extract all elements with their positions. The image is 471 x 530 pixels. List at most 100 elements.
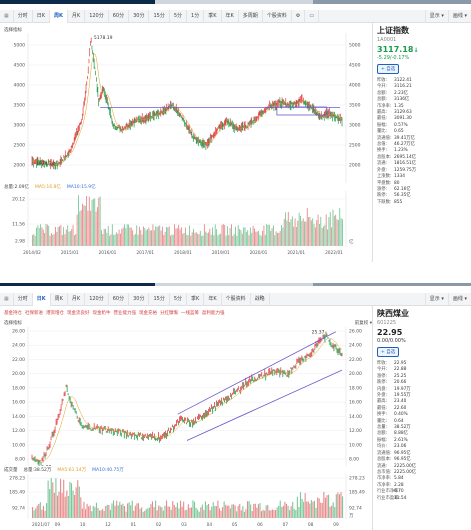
volume-bar: [337, 492, 339, 518]
volume-bar: [61, 492, 63, 518]
volume-bar: [126, 224, 128, 246]
display-dropdown[interactable]: 显示 ▾: [424, 9, 448, 23]
volume-bar: [310, 500, 312, 518]
volume-bar: [334, 507, 336, 518]
period-tab[interactable]: 季K: [204, 9, 222, 23]
volume-bar: [114, 505, 116, 518]
indicator-tag[interactable]: 港资增仓: [46, 311, 64, 316]
volume-bar: [38, 504, 40, 518]
period-tab[interactable]: 15分: [149, 9, 170, 23]
period-tab[interactable]: 年K: [222, 9, 239, 23]
stat-row: 最低: 3091.30: [377, 116, 467, 122]
period-tab[interactable]: 战略: [251, 292, 270, 306]
indicator-select[interactable]: 选择指标: [4, 320, 22, 326]
period-tab[interactable]: 日K: [33, 9, 51, 23]
indicator-tag[interactable]: 社保新进: [25, 311, 43, 316]
period-tab[interactable]: 多周期: [239, 9, 263, 23]
adjust-dropdown[interactable]: 前复权 ▾: [354, 320, 372, 326]
indicator-tag[interactable]: 盈利能力强: [202, 311, 225, 316]
volume-bar: [175, 228, 177, 246]
period-tab[interactable]: 个股资料: [263, 9, 292, 23]
volume-legend: 总量:2.09亿 MA5:16.8亿 MA10:15.9亿: [4, 183, 96, 190]
display-dropdown[interactable]: 显示 ▾: [424, 292, 448, 306]
stat-row: 昨收: 3122.41: [377, 78, 467, 84]
indicator-tag[interactable]: 现金奶牛: [92, 311, 111, 316]
volume-bar: [259, 234, 261, 246]
period-tab[interactable]: 30分: [129, 9, 150, 23]
period-tab[interactable]: 个股资料: [222, 292, 251, 306]
volume-bar: [46, 224, 48, 246]
volume-bar: [95, 502, 97, 518]
settings-icon[interactable]: ⚙: [292, 9, 306, 23]
y-tick-label: 16.00: [12, 400, 25, 406]
period-tab[interactable]: 日K: [32, 292, 51, 306]
period-tab[interactable]: 60分: [109, 9, 130, 23]
draw-line-dropdown[interactable]: 画线 ▾: [447, 9, 471, 23]
stat-label: 最高:: [377, 399, 388, 405]
volume-bar: [183, 232, 185, 246]
stat-value: 0.40%: [394, 412, 408, 418]
draw-line-dropdown[interactable]: 画线 ▾: [447, 292, 471, 306]
volume-bar: [342, 496, 344, 518]
indicator-tag[interactable]: 营业能力强: [113, 311, 137, 316]
y-tick-label: 8.00: [15, 457, 25, 463]
period-tab[interactable]: 周K: [51, 292, 68, 306]
volume-bar: [231, 504, 233, 518]
add-watchlist-button[interactable]: + 自选: [377, 347, 400, 357]
period-tab[interactable]: 60分: [109, 292, 130, 306]
indicator-tag[interactable]: 分红慷慨: [160, 311, 178, 316]
period-tab[interactable]: 分时: [14, 292, 33, 306]
volume-bar: [167, 506, 169, 518]
grid-icon[interactable]: ▦: [0, 292, 14, 306]
volume-bar: [94, 198, 96, 246]
indicator-tag[interactable]: 一线蓝筹: [181, 311, 199, 316]
period-tab[interactable]: 月K: [68, 292, 86, 306]
volume-bar: [327, 494, 330, 518]
volume-bar: [242, 506, 244, 518]
stat-row: 外盘: 1259.75万: [377, 168, 467, 174]
stat-value: 0.65: [394, 129, 404, 135]
indicator-select[interactable]: 选择指标: [4, 27, 22, 33]
period-tab[interactable]: 5分: [170, 292, 188, 306]
layout-icon[interactable]: ▭: [305, 9, 320, 23]
stat-label: 总量:: [377, 425, 388, 431]
period-tab[interactable]: 分时: [14, 9, 33, 23]
volume-bar: [60, 479, 62, 518]
period-tab[interactable]: 120分: [85, 292, 109, 306]
period-tab[interactable]: 年K: [204, 292, 222, 306]
volume-bar: [245, 509, 247, 518]
period-tab[interactable]: 5分: [170, 9, 188, 23]
volume-bar: [128, 502, 130, 518]
indicator-tag[interactable]: 现金充裕: [139, 311, 157, 316]
period-tab[interactable]: 周K: [50, 9, 68, 23]
period-tab[interactable]: 30分: [129, 292, 150, 306]
grid-icon[interactable]: ▦: [0, 9, 14, 23]
indicator-tag[interactable]: 基金持仓: [4, 311, 22, 316]
volume-bar: [123, 506, 126, 518]
volume-bar: [163, 234, 165, 246]
volume-bar: [178, 224, 180, 246]
period-tab[interactable]: 15分: [149, 292, 170, 306]
volume-chart[interactable]: 20.12 11.56 2.98 亿: [0, 191, 372, 247]
price-chart-2[interactable]: 26.00 26.00 24.00 24.00 22.00 22.00 20.00 20.00…: [0, 327, 372, 466]
volume-total: 总量:38.52万: [23, 467, 52, 473]
vol-tick-label-right: 185.49: [349, 490, 365, 496]
period-tab[interactable]: 季K: [187, 292, 205, 306]
volume-bar: [47, 480, 49, 518]
volume-bar: [91, 511, 93, 518]
volume-bar: [318, 223, 320, 246]
period-tab[interactable]: 1分: [187, 9, 205, 23]
stat-label: 总市值:: [377, 469, 392, 475]
volume-bar: [214, 224, 216, 246]
volume-bar: [206, 233, 208, 246]
price-chart[interactable]: 5000 5000 4500 4500 4000 4000 3500 3500 3000 3000…: [0, 33, 372, 183]
period-tab[interactable]: 120分: [85, 9, 109, 23]
y-tick-label: 22.00: [12, 357, 25, 363]
volume-bar: [46, 503, 48, 518]
stat-label: 行业市净率:: [377, 489, 400, 495]
volume-bar: [101, 230, 102, 246]
period-tab[interactable]: 月K: [68, 9, 86, 23]
indicator-tag[interactable]: 现金流良好: [67, 311, 90, 316]
add-watchlist-button[interactable]: + 自选: [377, 64, 400, 74]
